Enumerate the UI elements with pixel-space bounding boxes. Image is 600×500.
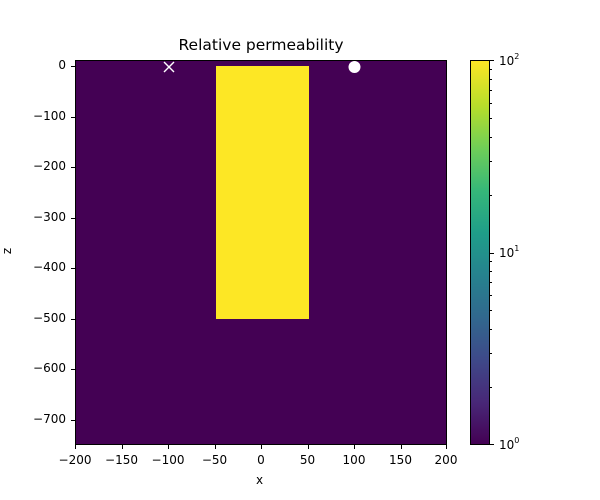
plot-area <box>75 60 447 445</box>
y-tick-label: −100 <box>33 108 66 123</box>
x-marker-icon <box>163 61 175 73</box>
y-axis: 0 −100 −200 −300 −400 −500 −600 −700 z <box>0 0 75 500</box>
y-tick-label: −700 <box>33 412 66 426</box>
x-tick-label: −150 <box>105 453 138 467</box>
colorbar <box>470 60 490 445</box>
chart-title: Relative permeability <box>178 36 344 54</box>
colorbar-ticks: 102 101 100 <box>490 0 600 500</box>
permeable-block <box>215 66 309 319</box>
y-tick-label: −200 <box>33 159 66 174</box>
x-axis: −200 −150 −100 −50 0 50 100 150 200 x <box>0 445 600 500</box>
circle-marker-icon <box>348 61 361 73</box>
colorbar-tick-label-100: 102 <box>499 52 520 68</box>
x-tick-label: −100 <box>151 453 185 467</box>
y-tick-label: 0 <box>58 58 66 72</box>
x-tick-label: −200 <box>58 453 92 467</box>
x-tick-label: 0 <box>257 453 265 467</box>
colorbar-tick-label-1: 100 <box>499 436 520 452</box>
y-axis-label: z <box>0 247 15 255</box>
x-tick-label: 50 <box>299 453 316 467</box>
x-tick-label: −50 <box>201 453 228 467</box>
y-tick-label: −600 <box>33 361 66 376</box>
y-tick-label: −500 <box>33 310 66 325</box>
y-tick-label: −400 <box>33 260 66 275</box>
x-axis-label: x <box>256 473 264 487</box>
y-tick-label: −300 <box>33 209 66 224</box>
x-tick-label: 200 <box>434 453 458 467</box>
x-tick-label: 100 <box>342 453 366 467</box>
x-tick-label: 150 <box>389 453 412 467</box>
colorbar-tick-label-10: 101 <box>499 244 520 260</box>
